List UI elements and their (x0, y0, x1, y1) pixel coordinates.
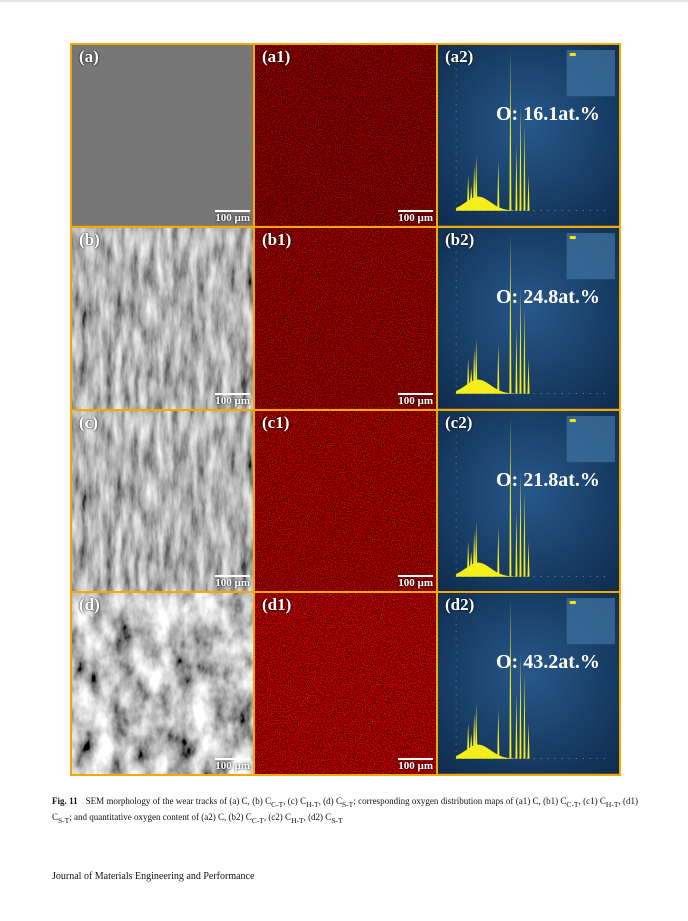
spectrum-plot (438, 410, 619, 592)
caption-subscript: H-T (306, 799, 319, 809)
spectrum-plot (438, 227, 619, 409)
map-texture (255, 410, 436, 592)
sem-image: (c) 100 µm (72, 410, 253, 592)
caption-text: ; corresponding oxygen distribution maps… (353, 796, 567, 806)
sem-texture (72, 593, 253, 774)
caption-text: , (d1) C (52, 796, 638, 822)
caption-subscript: C-T (566, 799, 579, 809)
oxygen-content: O: 43.2at.% (496, 651, 600, 674)
scale-bar: 100 µm (215, 758, 250, 772)
panel-label: (b) (79, 229, 100, 249)
eds-spectrum: (a2) O: 16.1at.% (438, 45, 619, 226)
panel-label: (d) (79, 595, 100, 615)
spectrum-plot (438, 593, 619, 774)
spectrum-plot (438, 45, 619, 226)
map-texture (255, 593, 436, 774)
caption-text: , (c1) C (578, 796, 606, 806)
caption-text: , (d) C (318, 796, 342, 806)
panel-label: (a2) (445, 47, 474, 66)
caption-text: ; and quantitative oxygen content of (a2… (69, 811, 252, 822)
caption: Fig. 11 SEM morphology of the wear tracks… (52, 795, 638, 827)
oxygen-content: O: 24.8at.% (496, 285, 600, 308)
panel-label: (a) (79, 47, 99, 66)
map-texture (255, 45, 436, 226)
sem-image: (a) 100 µm (72, 45, 253, 226)
top-rule (0, 0, 688, 2)
caption-label: Fig. 11 (52, 796, 78, 806)
scale-bar: 100 µm (398, 575, 433, 590)
panel-label: (c1) (262, 412, 290, 432)
scale-bar: 100 µm (398, 209, 433, 224)
caption-text: , (c) C (283, 796, 307, 806)
caption-subscript: H-T (605, 799, 619, 809)
scale-bar: 100 µm (398, 392, 433, 407)
figure: (a) 100 µm (a1) 100 µm (a2) O: 16.1at.% … (70, 43, 621, 776)
eds-spectrum: (c2) O: 21.8at.% (438, 410, 619, 592)
oxygen-map: (b1) 100 µm (255, 227, 436, 409)
panel-label: (c) (79, 412, 98, 432)
panel-label: (d2) (445, 595, 475, 615)
caption-text: , (c2) C (263, 811, 292, 822)
caption-subscript: C-T (251, 815, 264, 825)
oxygen-map: (d1) 100 µm (255, 593, 436, 774)
panel-label: (c2) (445, 412, 473, 432)
panel-label: (d1) (262, 595, 292, 615)
scale-bar: 100 µm (215, 392, 250, 407)
sem-texture (72, 410, 253, 592)
caption-subscript: H-T (291, 815, 304, 825)
scale-bar: 100 µm (215, 575, 250, 590)
sem-image: (d) 100 µm (72, 593, 253, 774)
oxygen-map: (c1) 100 µm (255, 410, 436, 592)
eds-spectrum: (d2) O: 43.2at.% (438, 593, 619, 774)
scale-bar: 100 µm (215, 209, 250, 224)
caption-text: , (d2) C (303, 811, 332, 822)
scale-bar: 100 µm (398, 758, 433, 772)
panel-label: (a1) (262, 47, 291, 66)
caption-subscript: S-T (331, 815, 343, 825)
panel-label: (b2) (445, 229, 475, 249)
oxygen-content: O: 16.1at.% (496, 103, 600, 125)
sem-image: (b) 100 µm (72, 227, 253, 409)
caption-subscript: S-T (58, 815, 70, 825)
map-texture (255, 227, 436, 409)
panel-label: (b1) (262, 229, 292, 249)
oxygen-content: O: 21.8at.% (496, 468, 600, 491)
sem-texture (72, 45, 253, 226)
sem-texture (72, 227, 253, 409)
footer: Journal of Materials Engineering and Per… (52, 871, 255, 882)
caption-text: SEM morphology of the wear tracks of (a)… (85, 796, 272, 806)
caption-subscript: C-T (271, 799, 284, 809)
eds-spectrum: (b2) O: 24.8at.% (438, 227, 619, 409)
oxygen-map: (a1) 100 µm (255, 45, 436, 226)
caption-subscript: S-T (342, 799, 354, 809)
